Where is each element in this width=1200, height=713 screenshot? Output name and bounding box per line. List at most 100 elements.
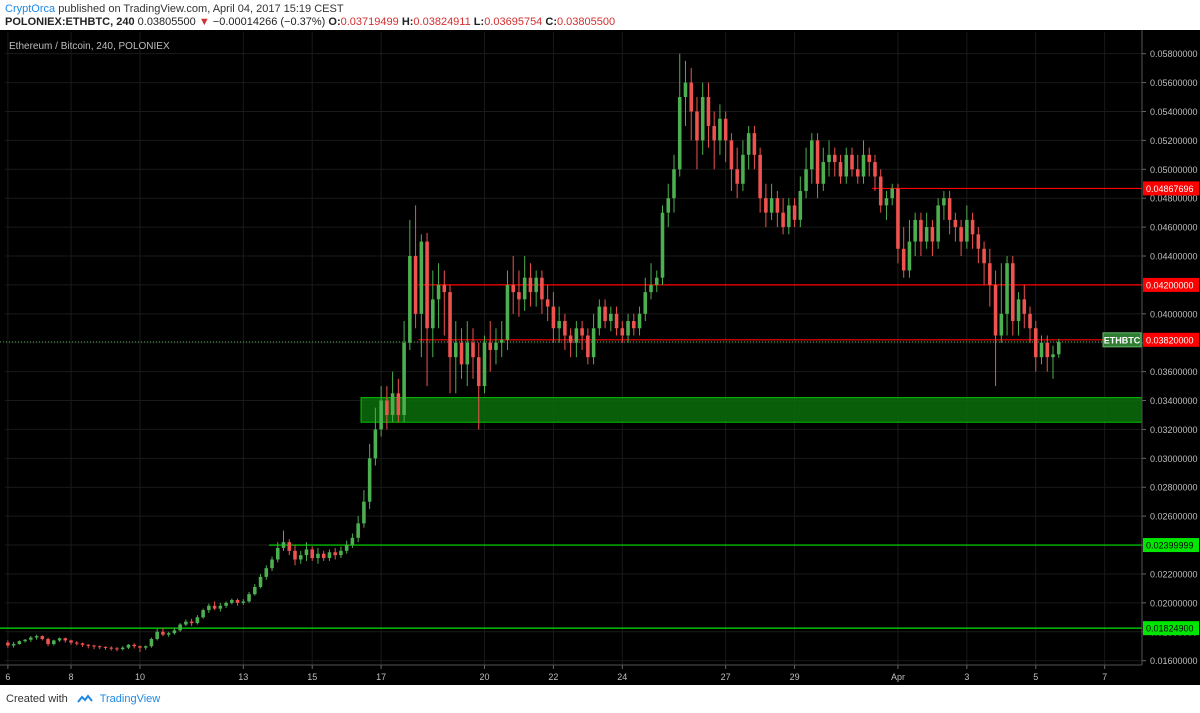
y-tick-label: 0.04800000: [1150, 194, 1198, 204]
candle-body: [344, 545, 349, 551]
candle-body: [827, 154, 831, 163]
candle: [666, 183, 671, 228]
candle: [11, 641, 16, 648]
candle-body: [511, 284, 515, 293]
candle: [75, 641, 79, 646]
created-with-text: Created with: [6, 693, 68, 705]
candle-body: [723, 118, 728, 141]
candle-body: [454, 342, 458, 358]
candle-body: [11, 644, 16, 646]
candle-body: [275, 547, 280, 560]
candle: [1045, 335, 1050, 372]
candle-body: [913, 219, 917, 242]
candle: [149, 637, 154, 648]
symbol-line: POLONIEX:ETHBTC, 240 0.03805500 ▼ −0.000…: [5, 16, 615, 28]
candle-body: [385, 400, 389, 415]
level-price-label: 0.01824900: [1146, 624, 1194, 634]
support-zone: [360, 397, 1143, 423]
candle: [988, 248, 992, 307]
author-link[interactable]: CryptOrca: [5, 3, 56, 15]
candle: [649, 263, 653, 300]
candle: [247, 592, 251, 603]
candle-body: [465, 342, 470, 365]
candle-body: [821, 162, 826, 184]
candlestick-chart[interactable]: 0.05800000 0.05600000 0.05400000 0.05200000…: [0, 30, 1200, 685]
candle: [459, 328, 464, 379]
candle: [947, 190, 952, 235]
candle-body: [34, 636, 39, 638]
candle-body: [69, 640, 73, 643]
candle-body: [729, 140, 734, 170]
tradingview-brand-link[interactable]: TradingView: [99, 693, 161, 705]
candle: [258, 573, 263, 589]
candle-body: [838, 162, 843, 177]
candle: [298, 550, 303, 564]
x-tick-label: 17: [376, 672, 386, 682]
candle: [408, 219, 412, 350]
candle-body: [965, 219, 969, 242]
candle-body: [63, 638, 68, 641]
candle-body: [149, 638, 154, 647]
candle-body: [23, 639, 27, 642]
candle-body: [270, 559, 274, 569]
candle: [52, 639, 56, 646]
candle: [769, 183, 774, 220]
candle-body: [804, 169, 808, 191]
candle: [97, 645, 102, 650]
candle: [189, 618, 194, 626]
level-price-tag: [1143, 621, 1199, 636]
candle-body: [166, 633, 171, 635]
candle: [557, 306, 561, 343]
y-tick-label: 0.02800000: [1150, 483, 1198, 493]
candle: [224, 601, 228, 608]
x-tick-label: 3: [964, 672, 969, 682]
level-price-label: 0.04200000: [1146, 280, 1194, 290]
y-tick-label: 0.04400000: [1150, 252, 1198, 262]
candle: [34, 634, 39, 640]
candle: [804, 147, 808, 199]
candle: [878, 169, 883, 213]
candle-body: [298, 555, 303, 560]
candle-body: [603, 306, 607, 322]
candle-body: [310, 549, 314, 559]
candle-body: [52, 640, 56, 645]
y-tick-label: 0.05600000: [1150, 78, 1198, 88]
candle: [436, 263, 441, 329]
candle: [103, 646, 108, 650]
candle: [390, 371, 395, 423]
y-tick-label: 0.02000000: [1150, 598, 1198, 608]
y-tick-label: 0.03600000: [1150, 367, 1198, 377]
candle: [109, 646, 114, 651]
candle-body: [419, 241, 424, 314]
candle-body: [919, 219, 923, 242]
candle-body: [207, 605, 211, 611]
candle-body: [884, 198, 889, 206]
chart-area[interactable]: 0.05800000 0.05600000 0.05400000 0.05200000…: [0, 30, 1200, 685]
candle: [488, 321, 493, 372]
close-value: 0.03805500: [556, 16, 616, 28]
candle-body: [810, 140, 814, 170]
candle-body: [184, 621, 188, 625]
x-tick-label: 20: [479, 672, 489, 682]
candle: [367, 443, 372, 509]
close-label: C:: [545, 16, 557, 28]
candle-body: [103, 646, 108, 648]
candle-body: [321, 553, 326, 559]
candle-body: [976, 234, 981, 249]
candle-body: [775, 198, 780, 213]
candle-body: [350, 537, 355, 546]
candle: [660, 205, 665, 285]
candle-body: [29, 637, 33, 640]
y-tick-label: 0.05000000: [1150, 165, 1198, 175]
footer-bar: Created with TradingView: [0, 685, 1200, 713]
candle-body: [660, 212, 665, 278]
candle-body: [253, 586, 257, 595]
candle: [413, 205, 418, 329]
candle: [327, 549, 332, 561]
candle-body: [901, 248, 906, 271]
x-tick-label: 7: [1102, 672, 1107, 682]
level-price-tag: [1143, 332, 1199, 347]
open-label: O:: [328, 16, 341, 28]
candle-body: [482, 342, 487, 387]
x-tick-label: 29: [790, 672, 800, 682]
